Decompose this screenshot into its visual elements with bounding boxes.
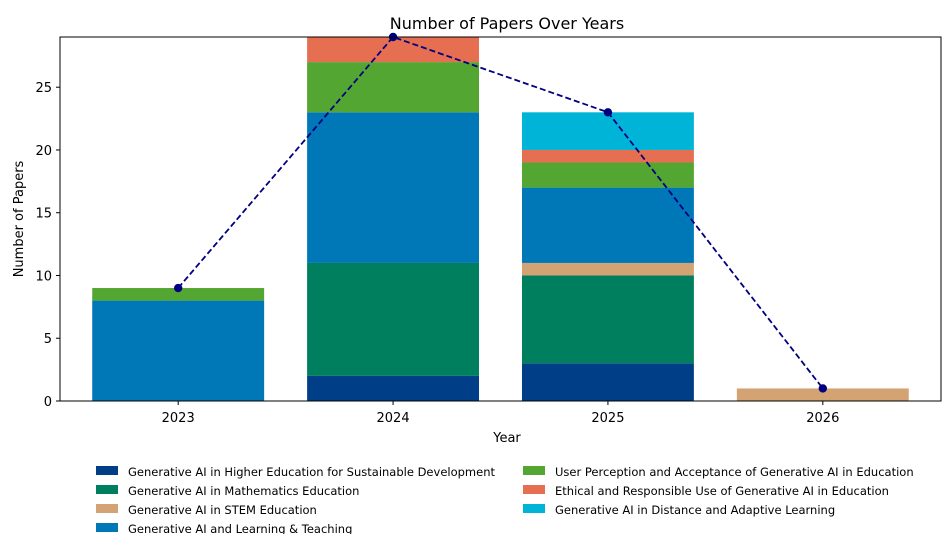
- y-tick-label-20: 20: [35, 144, 52, 159]
- y-tick-label-5: 5: [44, 332, 52, 347]
- bar-segment-2025-series-7: [521, 112, 694, 150]
- legend-label-1: Generative AI in Higher Education for Su…: [128, 465, 495, 479]
- legend-swatch-3: [96, 504, 118, 513]
- bar-segment-2025-series-6: [521, 149, 694, 163]
- legend-swatch-5: [523, 466, 545, 475]
- y-axis: 0 5 10 15 20 25: [35, 81, 60, 410]
- legend-label-2: Generative AI in Mathematics Education: [128, 484, 359, 498]
- legend-swatch-7: [523, 504, 545, 513]
- legend-swatch-4: [96, 523, 118, 532]
- x-axis-label: Year: [492, 431, 521, 446]
- legend-label-3: Generative AI in STEM Education: [128, 503, 317, 517]
- total-point-2026: [818, 384, 828, 393]
- legend-label-4: Generative AI and Learning & Teaching: [128, 522, 352, 534]
- legend-swatch-1: [96, 466, 118, 475]
- legend-swatch-6: [523, 485, 545, 494]
- legend-label-6: Ethical and Responsible Use of Generativ…: [555, 484, 889, 498]
- y-tick-label-10: 10: [35, 269, 52, 284]
- bar-segment-2023-series-5: [92, 288, 265, 301]
- bar-segment-2025-series-5: [521, 162, 694, 188]
- x-tick-label-2024: 2024: [377, 411, 410, 426]
- bar-segment-2023-series-4: [92, 300, 265, 401]
- legend: Generative AI in Higher Education for Su…: [96, 465, 914, 534]
- x-axis: 2023 2024 2025 2026: [162, 401, 839, 426]
- bar-segment-2025-series-3: [521, 262, 694, 276]
- x-tick-label-2026: 2026: [806, 411, 839, 426]
- bars-layer: [92, 37, 909, 401]
- total-line: [177, 35, 824, 390]
- plot-frame: [59, 36, 942, 402]
- total-point-2023: [173, 283, 183, 293]
- bar-segment-2024-series-2: [307, 262, 480, 376]
- y-tick-label-0: 0: [44, 395, 52, 410]
- total-line-layer: [173, 32, 828, 393]
- y-tick-label-15: 15: [35, 207, 52, 222]
- y-tick-label-25: 25: [35, 81, 52, 96]
- legend-swatch-2: [96, 485, 118, 494]
- y-axis-label: Number of Papers: [12, 160, 27, 277]
- bar-segment-2024-series-1: [307, 375, 480, 401]
- bar-segment-2025-series-2: [521, 275, 694, 364]
- chart-title: Number of Papers Over Years: [390, 14, 624, 33]
- bar-segment-2025-series-4: [521, 187, 694, 263]
- legend-label-5: User Perception and Acceptance of Genera…: [555, 465, 914, 479]
- x-tick-label-2025: 2025: [591, 411, 624, 426]
- x-tick-label-2023: 2023: [162, 411, 195, 426]
- total-point-2025: [603, 108, 613, 117]
- bar-segment-2024-series-4: [307, 112, 480, 263]
- legend-label-7: Generative AI in Distance and Adaptive L…: [555, 503, 835, 517]
- bar-segment-2025-series-1: [521, 363, 694, 401]
- bar-segment-2026-series-3: [736, 388, 909, 401]
- bar-segment-2024-series-5: [307, 62, 480, 113]
